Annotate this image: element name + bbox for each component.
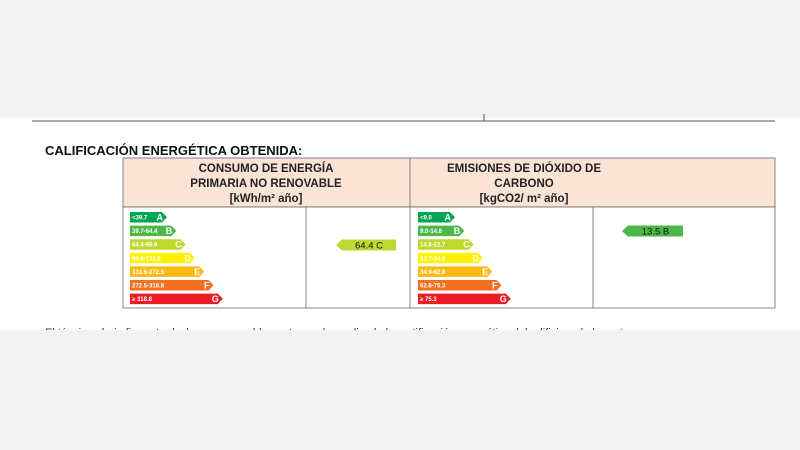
rating-value: 13.5 B (642, 227, 669, 238)
rating-bar (130, 212, 167, 223)
rating-letter: F (204, 281, 210, 291)
rating-letter: G (500, 294, 507, 304)
rating-letter: C (463, 240, 470, 250)
rating-bar (130, 252, 195, 264)
rating-value: 64.4 C (355, 241, 383, 252)
rating-letter: E (482, 267, 488, 277)
rating-range: 133.6-272.5 (132, 270, 165, 276)
rating-bar (418, 252, 483, 264)
rating-range: 14.6-22.7 (420, 243, 446, 249)
rating-letter: A (157, 213, 164, 223)
rating-range: 272.5-318.8 (132, 284, 165, 290)
rating-indicator (622, 225, 683, 237)
rating-bar (418, 280, 502, 291)
column-title: PRIMARIA NO RENOVABLE (190, 178, 342, 190)
rating-indicator (336, 239, 396, 251)
rating-letter: G (212, 294, 219, 304)
rating-range: 99.9-133.6 (132, 256, 161, 262)
section-title: CALIFICACIÓN ENERGÉTICA OBTENIDA: (45, 143, 302, 158)
footer-text: El técnico abajo firmante declara respon… (45, 327, 665, 339)
rating-range: 34.9-62.8 (420, 270, 446, 276)
rating-range: <9.0 (420, 216, 433, 222)
column-title: CARBONO (494, 178, 553, 190)
rating-bar (130, 225, 177, 237)
rating-range: 62.8-75.3 (420, 284, 446, 290)
rating-letter: B (166, 226, 173, 236)
rating-letter: B (454, 226, 461, 236)
rating-bar (130, 266, 205, 277)
rating-bar (418, 239, 474, 250)
column-unit: [kWh/m² año] (230, 193, 303, 205)
rating-letter: D (184, 253, 191, 263)
table-header (122, 157, 776, 208)
rating-range: ≥ 75.3 (420, 297, 437, 303)
rating-letter: A (445, 213, 452, 223)
rating-letter: D (472, 253, 479, 263)
rating-bar (418, 266, 493, 277)
rating-bar (130, 293, 223, 305)
rating-bar (418, 212, 455, 223)
rating-letter: F (492, 281, 498, 291)
column-title: EMISIONES DE DIÓXIDO DE (447, 162, 601, 175)
column-title: CONSUMO DE ENERGÍA (199, 162, 334, 175)
rating-range: ≥ 318.8 (132, 297, 153, 303)
rating-bar (130, 280, 214, 291)
rating-letter: C (175, 240, 182, 250)
rating-range: 64.4-99.9 (132, 243, 158, 249)
rating-bar (418, 225, 465, 237)
column-unit: [kgCO2/ m² año] (480, 193, 569, 205)
rating-range: 22.7-34.9 (420, 256, 446, 262)
rating-range: 39.7-64.4 (132, 229, 158, 235)
rating-bar (130, 239, 186, 250)
rating-range: <39.7 (132, 216, 148, 222)
rating-letter: E (194, 267, 200, 277)
rating-bar (418, 293, 511, 305)
rating-range: 9.0-14.6 (420, 229, 443, 235)
